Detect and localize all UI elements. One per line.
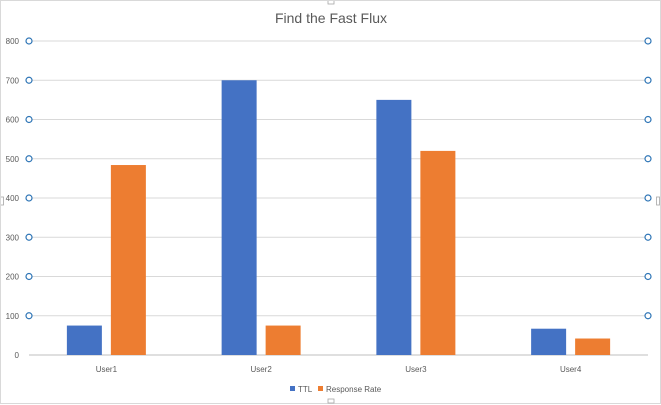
series-selection-marker[interactable] [644,312,652,320]
bar-ttl-user3[interactable] [376,99,412,355]
series-selection-marker[interactable] [644,155,652,163]
resize-handle[interactable] [327,398,335,404]
series-selection-marker[interactable] [25,76,33,84]
bar-response-rate-user2[interactable] [265,325,301,355]
legend-entry[interactable]: TTL [298,385,313,394]
y-tick-label: 500 [6,155,20,164]
x-tick-label: User3 [405,365,427,374]
selection-markers[interactable] [25,37,652,320]
bar-ttl-user4[interactable] [531,328,567,355]
series-selection-marker[interactable] [644,272,652,281]
x-axis-ticks: User1 User2 User3 User4 [96,365,582,374]
y-tick-label: 800 [6,37,20,46]
series-selection-marker[interactable] [25,37,33,45]
series-selection-marker[interactable] [25,194,33,202]
x-tick-label: User4 [560,365,582,374]
y-tick-label: 300 [6,233,20,242]
y-tick-label: 200 [6,273,20,282]
bar-ttl-user2[interactable] [221,80,257,355]
series-selection-marker[interactable] [25,155,33,163]
series-selection-marker[interactable] [644,233,652,241]
series-selection-marker[interactable] [644,37,652,45]
series-selection-marker[interactable] [25,233,33,241]
y-tick-label: 100 [6,312,20,321]
resize-handle[interactable] [1,196,4,206]
legend-swatch [318,386,323,391]
series-selection-marker[interactable] [644,76,652,84]
series-selection-marker[interactable] [644,115,652,124]
resize-handle[interactable] [327,1,335,5]
y-tick-label: 400 [6,194,20,203]
legend-swatch [290,386,295,391]
bars[interactable] [66,80,611,355]
legend-entry[interactable]: Response Rate [326,385,382,394]
series-selection-marker[interactable] [25,312,33,320]
y-axis-ticks: 0 100 200 300 400 500 600 700 800 [6,37,20,360]
y-tick-label: 700 [6,76,20,85]
bar-response-rate-user3[interactable] [420,150,456,355]
bar-ttl-user1[interactable] [66,325,102,355]
y-tick-label: 600 [6,116,20,125]
legend[interactable]: TTL Response Rate [290,385,382,394]
x-tick-label: User1 [96,365,118,374]
series-selection-marker[interactable] [25,115,33,124]
bar-response-rate-user4[interactable] [575,338,611,355]
resize-handle[interactable] [656,196,660,206]
x-tick-label: User2 [250,365,272,374]
y-tick-label: 0 [15,351,20,360]
series-selection-marker[interactable] [644,194,652,202]
series-selection-marker[interactable] [25,272,33,281]
bar-response-rate-user1[interactable] [110,165,146,355]
chart-title: Find the Fast Flux [275,10,387,26]
